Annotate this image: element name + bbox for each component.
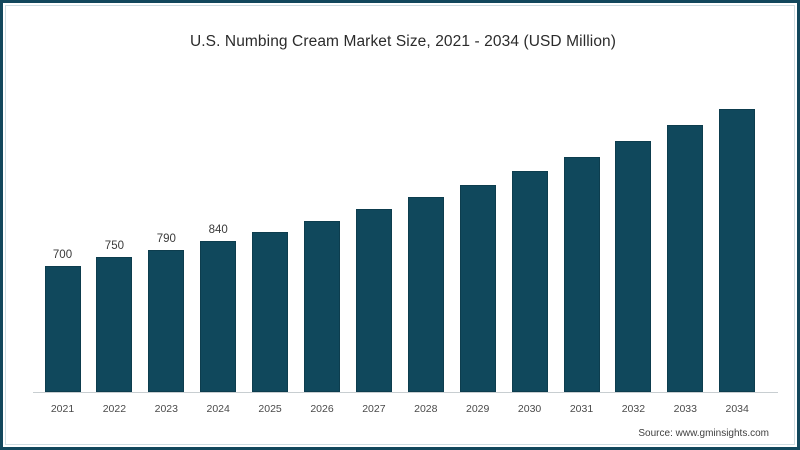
bar-2033 <box>667 124 704 392</box>
x-tick-label-2029: 2029 <box>466 403 490 415</box>
source-attribution: Source: www.gminsights.com <box>638 428 769 439</box>
bar-2028 <box>407 196 444 392</box>
x-tick-label-2024: 2024 <box>206 403 230 415</box>
bar-2032 <box>615 140 652 392</box>
bar-2031 <box>563 157 600 392</box>
bar-column <box>459 185 496 392</box>
bar-column <box>719 109 756 392</box>
bar-column <box>407 196 444 392</box>
x-tick-label-2021: 2021 <box>50 403 75 415</box>
x-tick-label-2030: 2030 <box>517 403 542 415</box>
bar-2026 <box>304 221 340 392</box>
x-tick-label-2025: 2025 <box>258 403 282 415</box>
x-tick-label-2022: 2022 <box>102 403 127 415</box>
x-tick-label-2028: 2028 <box>414 403 438 415</box>
x-tick-label-2026: 2026 <box>310 403 334 415</box>
bar-2024 <box>200 240 237 392</box>
bar-2021 <box>44 266 81 392</box>
bar-2029 <box>459 185 496 392</box>
bar-column <box>563 157 600 392</box>
bar-column: 750 <box>96 240 133 392</box>
bar-series: 700 2021 750 2022 790 2023 840 2024 2025 2026 2027… <box>3 3 797 447</box>
bar-value-label-2021: 700 <box>52 249 73 261</box>
x-tick-label-2032: 2032 <box>621 403 646 415</box>
bar-2034 <box>719 109 756 392</box>
x-tick-label-2034: 2034 <box>725 403 749 415</box>
bar-2027 <box>355 209 392 392</box>
bar-column <box>304 221 340 392</box>
x-tick-label-2033: 2033 <box>673 403 697 415</box>
x-tick-label-2023: 2023 <box>154 403 178 415</box>
bar-column: 700 <box>44 249 81 392</box>
bar-value-label-2022: 750 <box>104 240 124 252</box>
bar-value-label-2024: 840 <box>208 223 228 236</box>
bar-2025 <box>252 231 289 392</box>
bar-column <box>252 231 289 392</box>
bar-column <box>667 124 704 392</box>
bar-value-label-2023: 790 <box>156 232 176 245</box>
bar-column <box>615 140 652 392</box>
bar-2030 <box>511 170 548 392</box>
bar-column: 790 <box>148 233 185 392</box>
bar-2023 <box>148 249 185 392</box>
page-title: U.S. Numbing Cream Market Size, 2021 - 2… <box>189 33 617 50</box>
x-tick-label-2027: 2027 <box>362 403 386 415</box>
bar-column <box>511 170 548 392</box>
x-axis-line <box>33 392 778 393</box>
x-tick-label-2031: 2031 <box>569 403 594 415</box>
bar-column: 840 <box>200 224 237 392</box>
bar-column <box>355 209 392 392</box>
bar-2022 <box>96 257 133 392</box>
